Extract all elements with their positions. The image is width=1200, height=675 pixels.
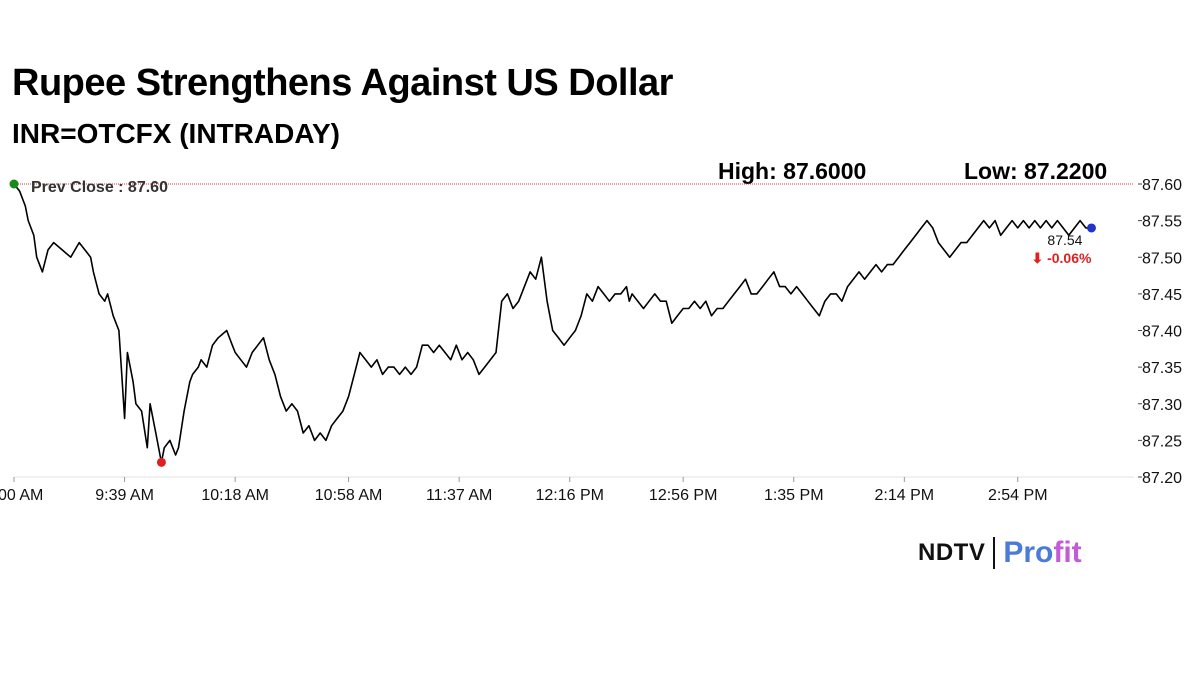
low-label: Low: 87.2200 — [964, 158, 1108, 184]
profit-wordmark-part-2: fit — [1053, 536, 1082, 569]
x-tick-label: 12:56 PM — [649, 487, 717, 504]
x-tick-label: 10:58 AM — [315, 487, 383, 504]
y-tick-label: 87.60 — [1142, 177, 1182, 194]
x-tick-label: 2:14 PM — [875, 487, 935, 504]
change-label: ⬇ -0.06% — [1031, 250, 1092, 266]
x-tick-label: 2:54 PM — [988, 487, 1048, 504]
chart-subtitle: INR=OTCFX (INTRADAY) — [12, 118, 340, 149]
x-tick-label: 11:37 AM — [426, 487, 492, 504]
high-label: High: 87.6000 — [718, 158, 867, 184]
y-tick-label: 87.40 — [1142, 324, 1182, 341]
x-tick-label: 9:39 AM — [95, 487, 154, 504]
logo-divider — [993, 537, 996, 569]
x-tick-label: 1:35 PM — [764, 487, 824, 504]
ndtv-wordmark: NDTV — [918, 539, 986, 566]
x-tick-label: 12:16 PM — [536, 487, 604, 504]
y-tick-label: 87.50 — [1142, 250, 1182, 267]
x-tick-label: 10:18 AM — [201, 487, 269, 504]
ndtv-profit-logo: NDTV Profit — [918, 535, 1082, 571]
y-tick-label: 87.35 — [1142, 360, 1182, 377]
price-line — [13, 183, 1092, 464]
y-tick-label: 87.30 — [1142, 397, 1182, 414]
y-tick-label: 87.45 — [1142, 287, 1182, 304]
start-point-dot — [9, 179, 19, 189]
profit-wordmark-part-1: Pro — [1003, 536, 1054, 569]
prev-close-label: Prev Close : 87.60 — [31, 179, 168, 196]
y-tick-label: 87.25 — [1142, 433, 1182, 450]
chart-title: Rupee Strengthens Against US Dollar — [12, 62, 673, 104]
profit-wordmark: Profit — [1003, 536, 1081, 570]
low-point-dot — [156, 457, 166, 467]
last-point-dot — [1086, 223, 1096, 233]
x-tick-label: 9:00 AM — [0, 487, 43, 504]
y-tick-label: 87.20 — [1142, 470, 1182, 487]
last-value-label: 87.54 — [1047, 232, 1082, 248]
intraday-line-chart: 87.60 87.55 87.50 87.45 87.40 87.35 87.30 87.25… — [0, 177, 1182, 504]
y-tick-label: 87.55 — [1142, 214, 1182, 231]
